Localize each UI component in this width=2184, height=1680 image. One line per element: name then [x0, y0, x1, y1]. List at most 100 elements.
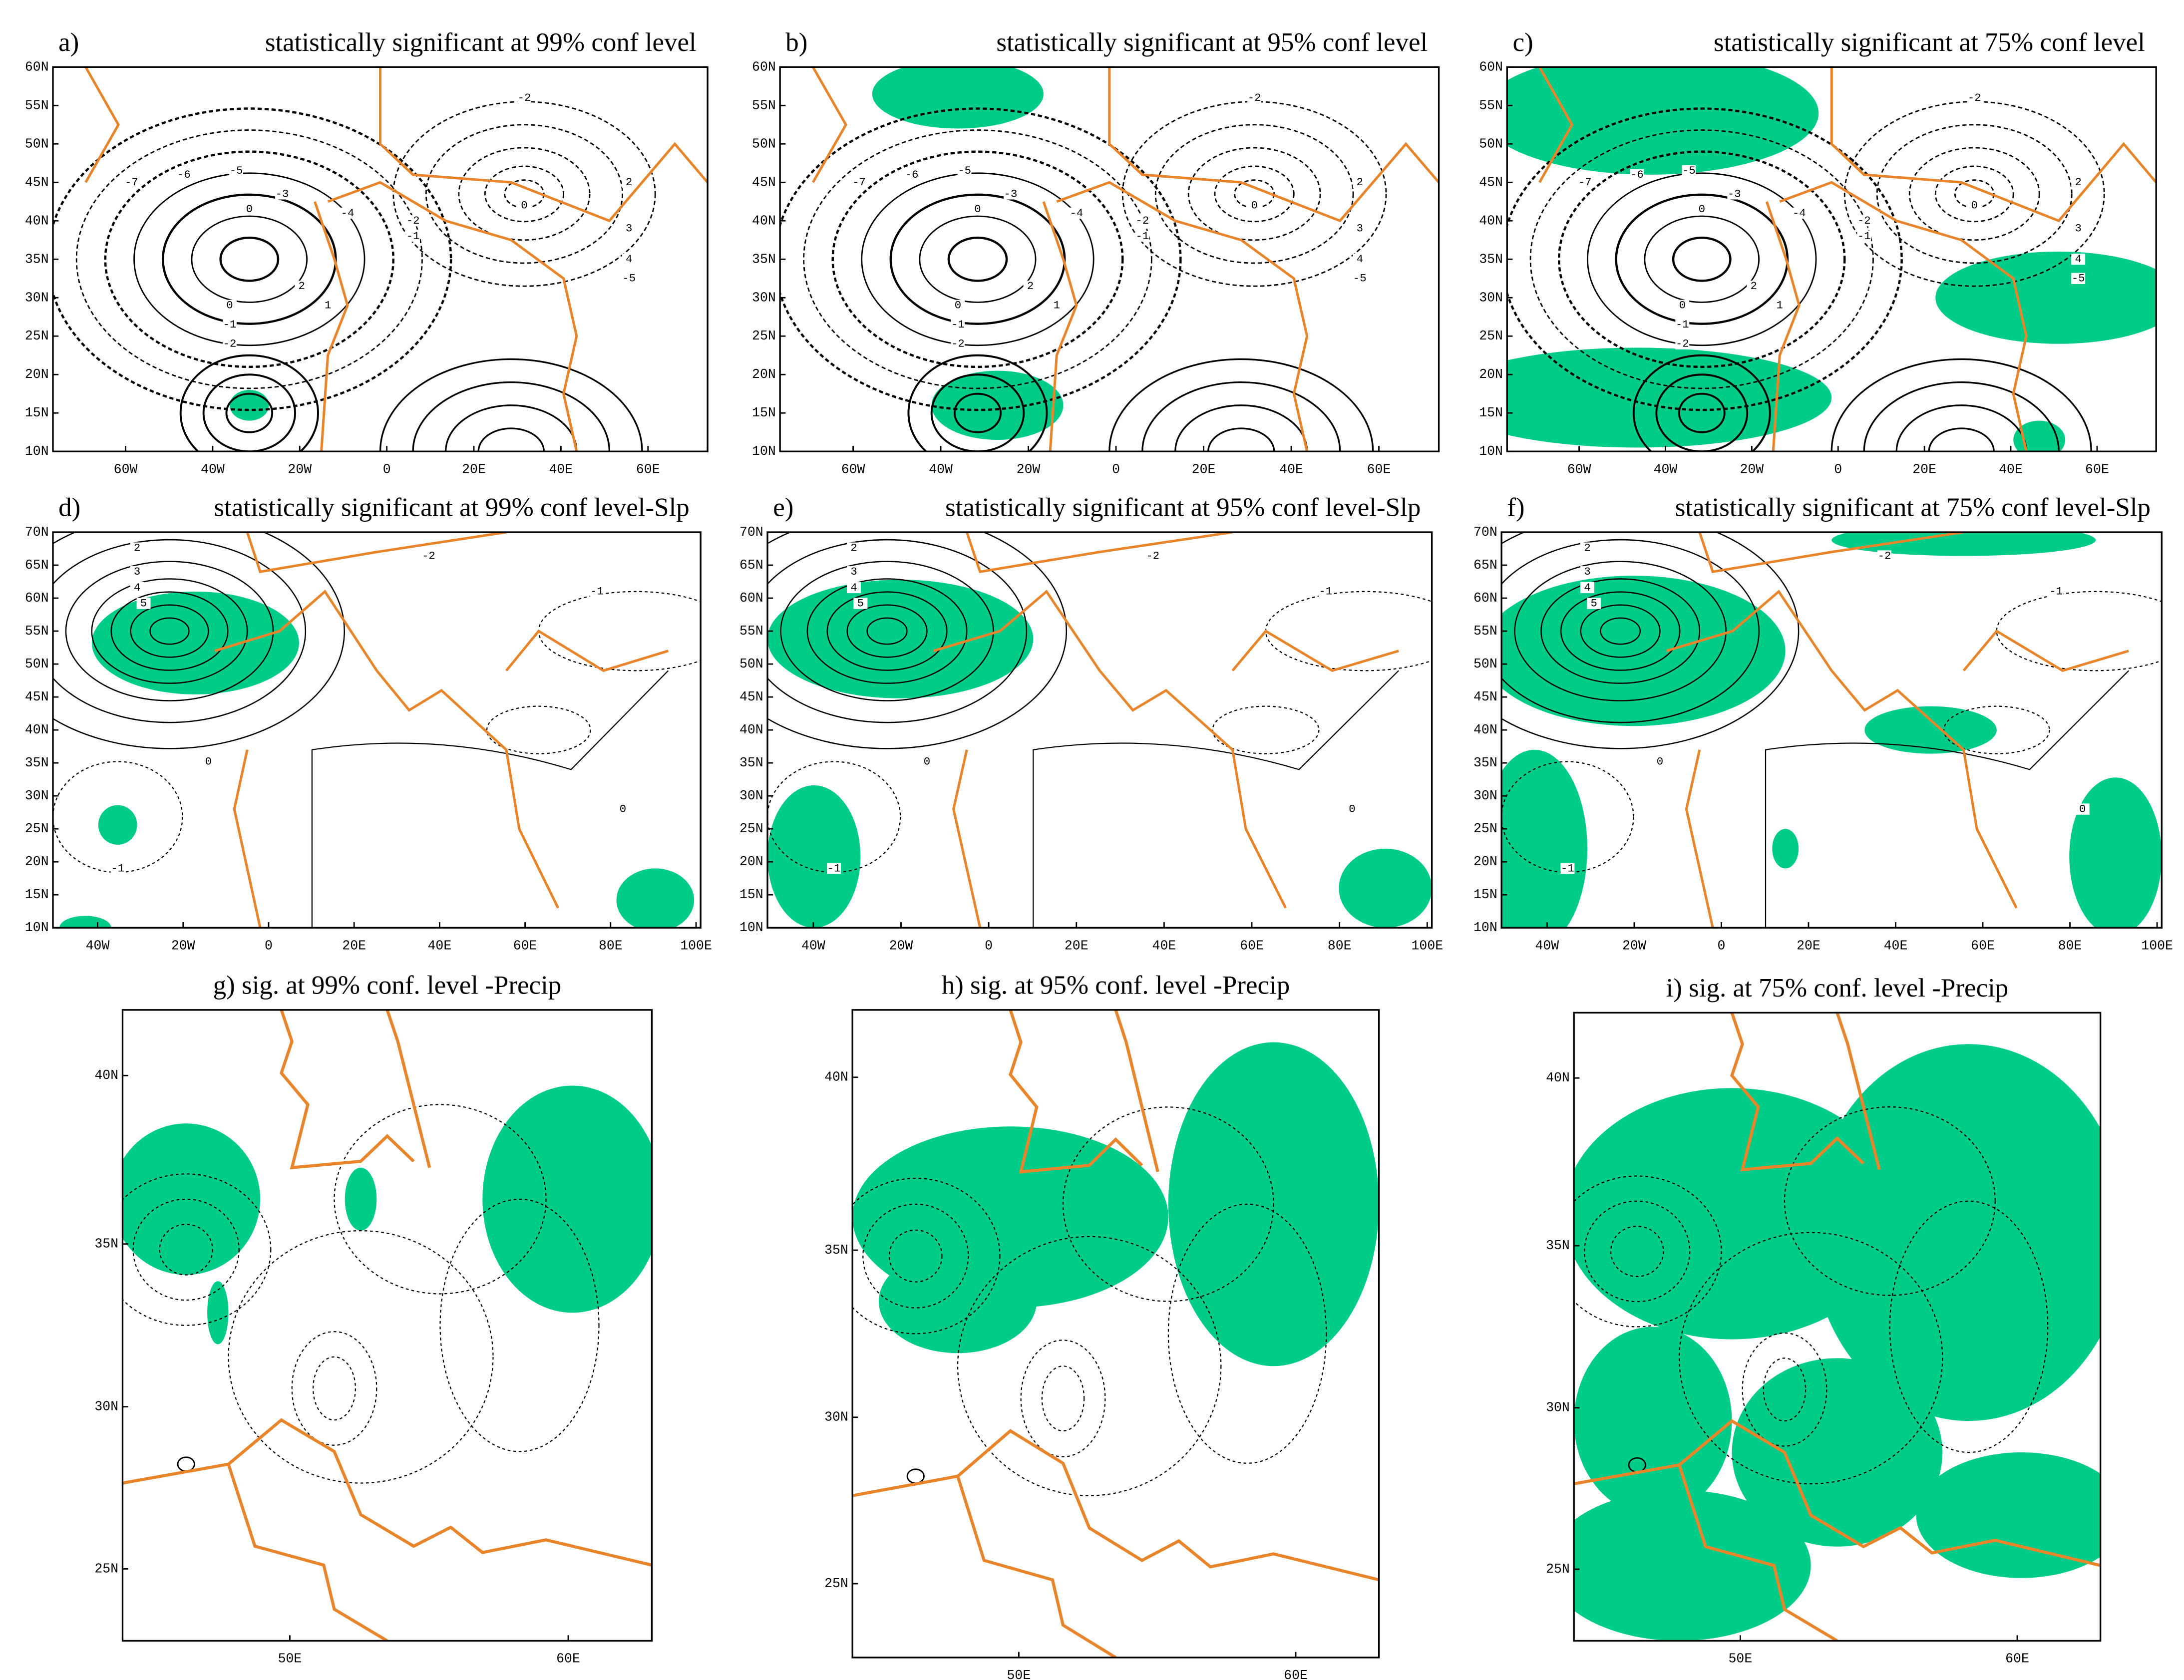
contour — [1895, 404, 2027, 452]
contour — [1187, 147, 1321, 241]
contour-label: 0 — [974, 203, 981, 216]
y-tick-label: 40N — [824, 1070, 848, 1085]
y-tick-label: 60N — [1473, 591, 1497, 606]
contour — [1863, 381, 2060, 452]
y-tick-label: 50N — [1479, 136, 1503, 151]
coastline — [1108, 67, 1439, 223]
y-tick-label: 35N — [752, 252, 776, 267]
y-tick-label: 25N — [94, 1561, 118, 1576]
contour — [1678, 392, 1726, 433]
y-tick-label: 35N — [739, 755, 763, 770]
panel-title: statistically significant at 95% conf le… — [996, 28, 1428, 57]
contour — [1632, 354, 1771, 452]
coastline — [1666, 590, 2018, 909]
contour-label: 4 — [134, 581, 140, 594]
coastline — [1009, 1009, 1143, 1174]
contour — [91, 578, 248, 684]
contour — [486, 705, 591, 754]
y-tick-label: 50N — [25, 136, 49, 151]
coastline — [811, 67, 847, 183]
contour — [1889, 1200, 2049, 1453]
contour-label: 1 — [325, 299, 331, 312]
contour — [919, 215, 1037, 303]
contour-label: 2 — [850, 542, 857, 555]
contour — [484, 165, 565, 223]
x-tick-label: 20W — [1622, 939, 1646, 954]
y-tick-label: 20N — [1479, 367, 1503, 382]
significance-region — [1339, 848, 1432, 928]
contour — [889, 193, 1066, 325]
significance-region — [1507, 67, 1819, 175]
coastline — [1574, 1419, 2101, 1567]
y-tick-label: 65N — [1473, 558, 1497, 573]
contour-label: 5 — [140, 597, 147, 610]
coastline — [1765, 201, 1801, 452]
y-tick-label: 10N — [1473, 920, 1497, 935]
significance-region — [1935, 251, 2157, 344]
contour — [1167, 1203, 1327, 1464]
coastline — [379, 67, 708, 223]
contour-label: 0 — [2079, 802, 2086, 815]
contour-label: 2 — [1584, 542, 1590, 555]
y-tick-label: 50N — [25, 657, 49, 672]
contour-label: 0 — [924, 755, 930, 768]
coastline — [1042, 201, 1078, 452]
contour-label: -4 — [1793, 207, 1806, 220]
y-tick-label: 20N — [1473, 854, 1497, 869]
contour — [130, 604, 209, 658]
contour — [1584, 1200, 1691, 1303]
panel-title: statistically significant at 75% conf le… — [1714, 28, 2145, 57]
coastline — [965, 532, 1233, 574]
contour — [1934, 165, 2014, 223]
contour — [1765, 670, 2130, 928]
map-area — [122, 1009, 652, 1641]
contour-label: -7 — [1578, 176, 1592, 189]
contour-label: 2 — [626, 176, 632, 189]
contour-label: -2 — [223, 337, 237, 350]
contour — [1501, 539, 1760, 723]
y-tick-label: 40N — [1479, 213, 1503, 228]
contour-label: 0 — [1349, 802, 1355, 815]
y-tick-label: 30N — [824, 1410, 848, 1425]
contour — [1529, 129, 1874, 389]
y-tick-label: 10N — [1479, 444, 1503, 459]
contour-label: -1 — [1135, 230, 1149, 243]
contour-label: 2 — [1751, 280, 1757, 293]
significance-region — [482, 1085, 652, 1313]
y-tick-label: 35N — [25, 755, 49, 770]
contour-label: -3 — [1728, 187, 1741, 200]
map-area — [780, 67, 1439, 452]
contour-label: 3 — [850, 565, 857, 578]
x-tick-label: 40W — [1654, 462, 1678, 477]
contour-label: 4 — [1357, 253, 1363, 266]
contour-label: 4 — [2075, 253, 2082, 266]
y-tick-label: 60N — [25, 59, 49, 74]
contour — [906, 1468, 925, 1484]
contour-label: 5 — [857, 597, 864, 610]
contour — [1843, 101, 2105, 287]
contour-label: 3 — [1357, 222, 1363, 235]
significance-region — [1501, 576, 1786, 726]
y-tick-label: 45N — [752, 175, 776, 190]
contour — [228, 1230, 494, 1484]
significance-region — [91, 591, 299, 694]
contour-label: -1 — [406, 230, 420, 243]
contour-label: 0 — [1251, 199, 1257, 212]
contour — [104, 150, 394, 368]
x-tick-label: 60E — [1284, 1668, 1308, 1680]
y-tick-label: 35N — [824, 1243, 848, 1258]
significance-region — [767, 785, 861, 928]
coastline — [1835, 1012, 1881, 1170]
y-tick-label: 70N — [739, 525, 763, 540]
x-tick-label: 40W — [1535, 939, 1559, 954]
contour-label: 0 — [226, 299, 233, 312]
y-tick-label: 25N — [25, 821, 49, 836]
x-tick-label: 0 — [383, 462, 391, 477]
x-tick-label: 60E — [556, 1652, 580, 1667]
map-area — [1501, 532, 2162, 928]
coastline — [1114, 1009, 1159, 1172]
coastline — [84, 67, 120, 183]
coastline — [952, 749, 982, 928]
contour-label: 0 — [1699, 203, 1705, 216]
x-tick-label: 20E — [1797, 939, 1820, 954]
